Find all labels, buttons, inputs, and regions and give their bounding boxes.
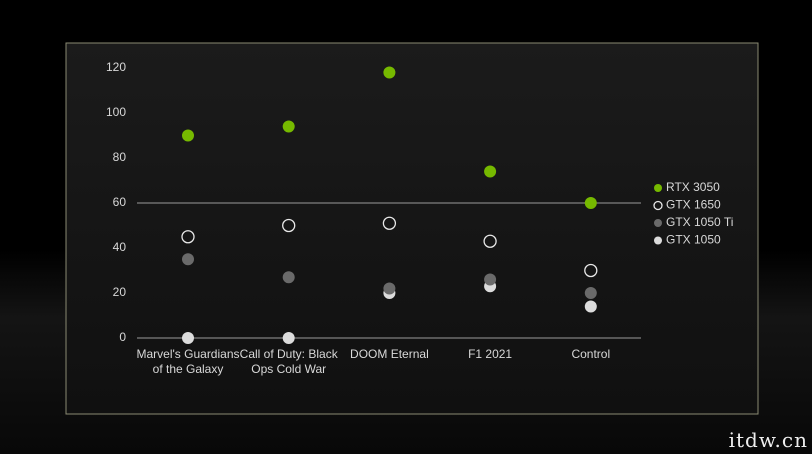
legend-marker bbox=[654, 184, 662, 192]
dot bbox=[383, 66, 396, 79]
dot bbox=[584, 300, 597, 313]
y-tick-label: 40 bbox=[113, 240, 127, 254]
dot bbox=[182, 332, 194, 344]
y-tick-label: 80 bbox=[113, 150, 127, 164]
y-tick-label: 20 bbox=[113, 285, 127, 299]
y-tick-label: 0 bbox=[119, 330, 126, 344]
dot bbox=[484, 273, 497, 286]
legend-marker bbox=[654, 236, 662, 245]
dot bbox=[484, 165, 497, 178]
dot bbox=[584, 197, 597, 209]
dot bbox=[282, 218, 296, 233]
x-tick-label: Control bbox=[571, 347, 611, 361]
dot bbox=[584, 263, 598, 278]
dot bbox=[382, 216, 397, 230]
y-tick-label: 120 bbox=[106, 60, 126, 74]
x-tick-label: F1 2021 bbox=[468, 347, 513, 361]
legend-label: GTX 1650 bbox=[666, 198, 721, 212]
legend-label: GTX 1050 bbox=[666, 233, 721, 247]
x-tick-label: DOOM Eternal bbox=[350, 347, 429, 361]
dot bbox=[282, 332, 295, 344]
watermark: itdw.cn bbox=[728, 428, 808, 452]
legend-label: RTX 3050 bbox=[666, 180, 720, 194]
dot bbox=[483, 234, 497, 248]
legend-marker bbox=[653, 200, 663, 211]
y-tick-label: 60 bbox=[113, 195, 127, 209]
y-tick-label: 100 bbox=[106, 105, 126, 119]
legend-label: GTX 1050 Ti bbox=[666, 215, 733, 229]
dot bbox=[181, 230, 195, 244]
dot bbox=[182, 129, 194, 142]
x-tick-label: Marvel's Guardians of the Galaxy bbox=[136, 347, 240, 376]
dot bbox=[282, 271, 295, 284]
dot bbox=[584, 287, 597, 299]
dot bbox=[383, 282, 396, 295]
legend-marker bbox=[654, 219, 662, 227]
dot bbox=[182, 253, 194, 266]
panel bbox=[65, 42, 759, 415]
dot bbox=[282, 120, 295, 133]
x-tick-label: Call of Duty: Black Ops Cold War bbox=[239, 347, 338, 376]
